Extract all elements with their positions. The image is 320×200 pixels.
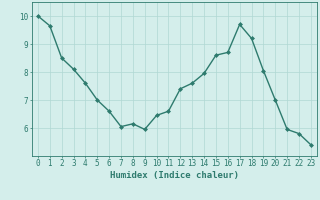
X-axis label: Humidex (Indice chaleur): Humidex (Indice chaleur) <box>110 171 239 180</box>
